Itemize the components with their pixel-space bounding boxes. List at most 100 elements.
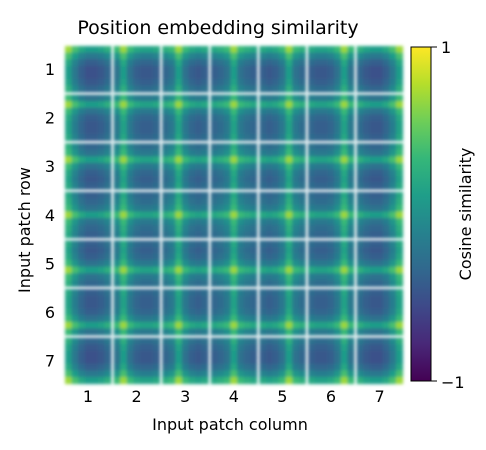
heatmap-subcell [292,315,300,323]
heatmap-subcell [230,120,238,128]
heatmap-subcell [389,59,397,67]
heatmap-subcell [272,211,280,219]
heatmap-subcell [389,169,397,177]
heatmap-subcell [91,315,99,323]
heatmap-subcell [78,321,86,329]
heatmap-subcell [104,114,112,122]
heatmap-subcell [279,114,287,122]
heatmap-subcell [363,176,371,184]
heatmap-subcell [259,52,267,60]
heatmap-subcell [162,328,170,336]
heatmap-subcell [382,182,390,190]
heatmap-subcell [210,370,218,378]
heatmap-subcell [104,107,112,115]
heatmap-subcell [181,107,189,115]
heatmap-subcell [195,370,203,378]
heatmap-subcell [314,182,322,190]
heatmap-subcell [168,350,176,358]
heatmap-subcell [298,295,306,303]
heatmap-subcell [363,253,371,261]
heatmap-subcell [279,127,287,135]
heatmap-subcell [279,107,287,115]
heatmap-subcell [133,52,141,60]
heatmap-subcell [292,308,300,316]
heatmap-subcell [188,231,196,239]
heatmap-subcell [71,240,79,248]
heatmap-subcell [223,72,232,80]
heatmap-subcell [308,315,316,323]
heatmap-subcell [113,260,121,268]
heatmap-subcell [97,204,105,213]
heatmap-subcell [298,65,306,73]
heatmap-subcell [153,169,161,177]
heatmap-cell [356,143,404,190]
heatmap-subcell [356,266,364,274]
heatmap-subcell [363,143,371,151]
heatmap-subcell [188,218,196,226]
heatmap-subcell [97,273,105,281]
heatmap-subcell [327,107,335,115]
heatmap-subcell [314,204,322,213]
heatmap-subcell [84,302,92,310]
heatmap-subcell [65,321,73,329]
heatmap-subcell [217,289,225,297]
heatmap-subcell [243,101,251,109]
heatmap-subcell [97,107,105,115]
heatmap-subcell [308,94,316,102]
heatmap-subcell [126,231,134,239]
heatmap-subcell [120,162,128,170]
heatmap-subcell [97,72,105,80]
heatmap-subcell [376,85,384,93]
heatmap-subcell [195,218,203,226]
heatmap-subcell [250,224,258,232]
heatmap-subcell [210,85,218,93]
heatmap-subcell [347,211,355,219]
heatmap-subcell [363,120,371,128]
heatmap-subcell [243,182,251,190]
heatmap-subcell [327,198,335,206]
heatmap-subcell [285,357,293,365]
heatmap-subcell [71,198,79,206]
heatmap-subcell [78,260,86,268]
heatmap-subcell [153,78,161,86]
heatmap-subcell [292,182,300,190]
heatmap-subcell [188,65,196,73]
heatmap-subcell [188,59,196,67]
heatmap-subcell [71,357,79,365]
heatmap-subcell [298,253,306,261]
heatmap-subcell [298,337,306,345]
heatmap-subcell [188,315,196,323]
heatmap-subcell [327,52,335,60]
heatmap-subcell [376,260,384,268]
heatmap-subcell [230,143,238,151]
heatmap-subcell [139,240,147,248]
heatmap-subcell [334,211,342,219]
heatmap-subcell [78,295,86,303]
heatmap-subcell [181,65,189,73]
heatmap-subcell [223,350,232,358]
heatmap-subcell [340,289,348,297]
heatmap-subcell [298,198,306,206]
heatmap-subcell [327,143,335,151]
heatmap-subcell [84,344,92,352]
heatmap-subcell [120,59,128,67]
heatmap-cell [259,191,306,239]
heatmap-subcell [146,231,154,239]
heatmap-subcell [146,204,154,213]
heatmap-subcell [78,149,86,157]
heatmap-subcell [285,302,293,310]
heatmap-subcell [356,120,364,128]
heatmap-subcell [217,266,225,274]
heatmap-subcell [321,321,329,329]
heatmap-subcell [91,65,99,73]
heatmap-subcell [389,279,397,287]
heatmap-subcell [217,315,225,323]
x-axis-label: Input patch column [152,415,308,434]
heatmap-subcell [188,143,196,151]
heatmap-subcell [382,246,390,255]
heatmap-subcell [201,253,209,261]
heatmap-subcell [223,370,232,378]
heatmap-subcell [369,101,377,109]
heatmap-subcell [104,279,112,287]
